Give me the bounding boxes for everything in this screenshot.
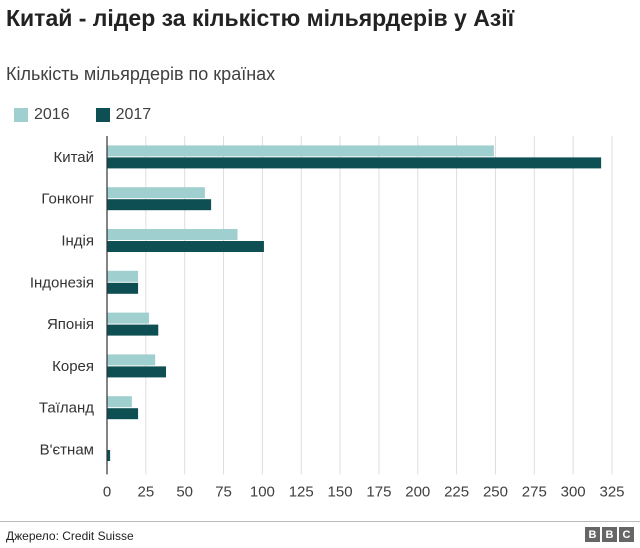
x-tick-label-300: 300 — [561, 483, 586, 500]
x-tick-label-0: 0 — [103, 483, 111, 500]
x-tick-label-75: 75 — [215, 483, 232, 500]
legend-swatch-2016 — [14, 108, 28, 122]
category-label-3: Індонезія — [30, 274, 94, 291]
bar-2017-7 — [107, 450, 111, 461]
x-tick-label-250: 250 — [483, 483, 508, 500]
bar-2016-0 — [107, 145, 494, 157]
category-label-0: Китай — [53, 149, 94, 166]
bbc-logo: B B C — [583, 527, 634, 542]
category-label-5: Корея — [52, 358, 94, 375]
legend-item-2016: 2016 — [14, 106, 70, 124]
bar-chart: 0 25 50 75 100 125 150 175 200 225 250 275 300 325 Кит… — [30, 136, 625, 500]
source-note: Джерело: Credit Suisse — [6, 529, 134, 543]
category-label-6: Таїланд — [39, 400, 94, 417]
category-label-1: Гонконг — [41, 191, 94, 208]
x-tick-label-100: 100 — [250, 483, 275, 500]
legend-label-2016: 2016 — [34, 106, 70, 123]
x-tick-label-275: 275 — [522, 483, 547, 500]
bar-2016-5 — [107, 354, 156, 366]
chart-title: Китай - лідер за кількістю мільярдерів у… — [6, 5, 515, 31]
category-label-4: Японія — [47, 316, 94, 333]
legend-item-2017: 2017 — [95, 106, 152, 124]
bbc-logo-letter-2: B — [602, 527, 617, 542]
x-tick-label-175: 175 — [366, 483, 391, 500]
x-tick-label-50: 50 — [176, 483, 193, 500]
bar-2017-2 — [107, 241, 264, 252]
legend: 2016 2017 — [14, 106, 177, 124]
footer-divider — [0, 521, 640, 522]
category-label-7: В'єтнам — [40, 442, 94, 459]
legend-swatch-2017 — [95, 108, 110, 122]
bbc-logo-letter-1: B — [585, 527, 600, 542]
bar-2017-3 — [107, 282, 139, 294]
x-tick-label-150: 150 — [328, 483, 353, 500]
legend-label-2017: 2017 — [115, 106, 152, 123]
bar-2017-1 — [107, 199, 212, 211]
bar-2017-6 — [107, 408, 139, 420]
x-tick-label-25: 25 — [138, 483, 155, 500]
bar-2016-2 — [107, 229, 238, 240]
bar-2016-1 — [107, 187, 205, 199]
bar-2017-4 — [107, 324, 159, 336]
chart-subtitle: Кількість мільярдерів по країнах — [6, 64, 276, 84]
bbc-logo-letter-3: C — [619, 527, 634, 542]
x-tick-label-200: 200 — [405, 483, 430, 500]
bar-2017-0 — [107, 157, 602, 169]
x-tick-label-225: 225 — [444, 483, 469, 500]
bar-2016-6 — [107, 396, 132, 408]
bar-2016-3 — [107, 270, 139, 282]
bar-2016-4 — [107, 312, 149, 324]
x-tick-label-125: 125 — [289, 483, 314, 500]
x-tick-label-325: 325 — [599, 483, 624, 500]
bar-2017-5 — [107, 366, 167, 378]
category-label-2: Індія — [61, 233, 94, 250]
